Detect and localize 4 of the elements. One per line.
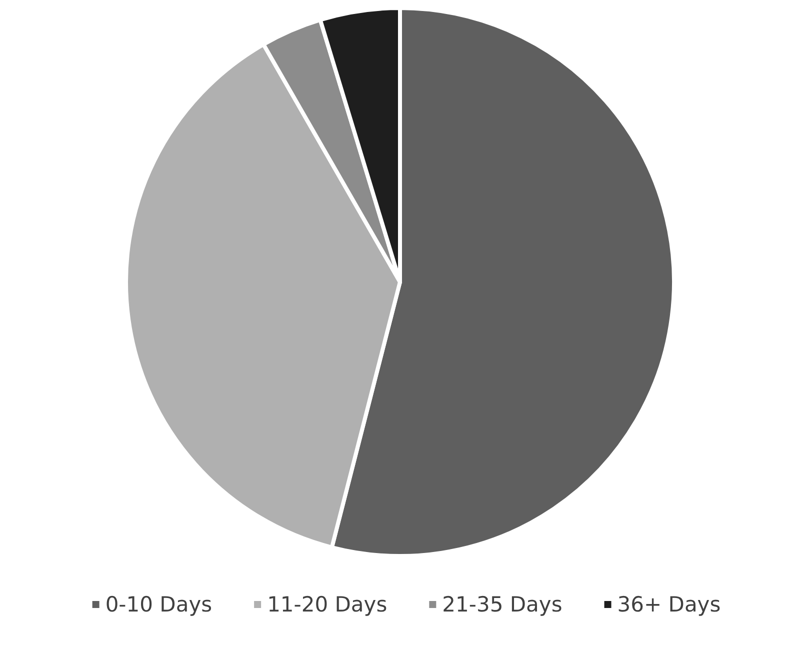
legend-label: 0-10 Days xyxy=(105,592,212,616)
legend-label: 21-35 Days xyxy=(442,592,562,616)
legend-label: 36+ Days xyxy=(617,592,721,616)
legend-label: 11-20 Days xyxy=(267,592,388,616)
